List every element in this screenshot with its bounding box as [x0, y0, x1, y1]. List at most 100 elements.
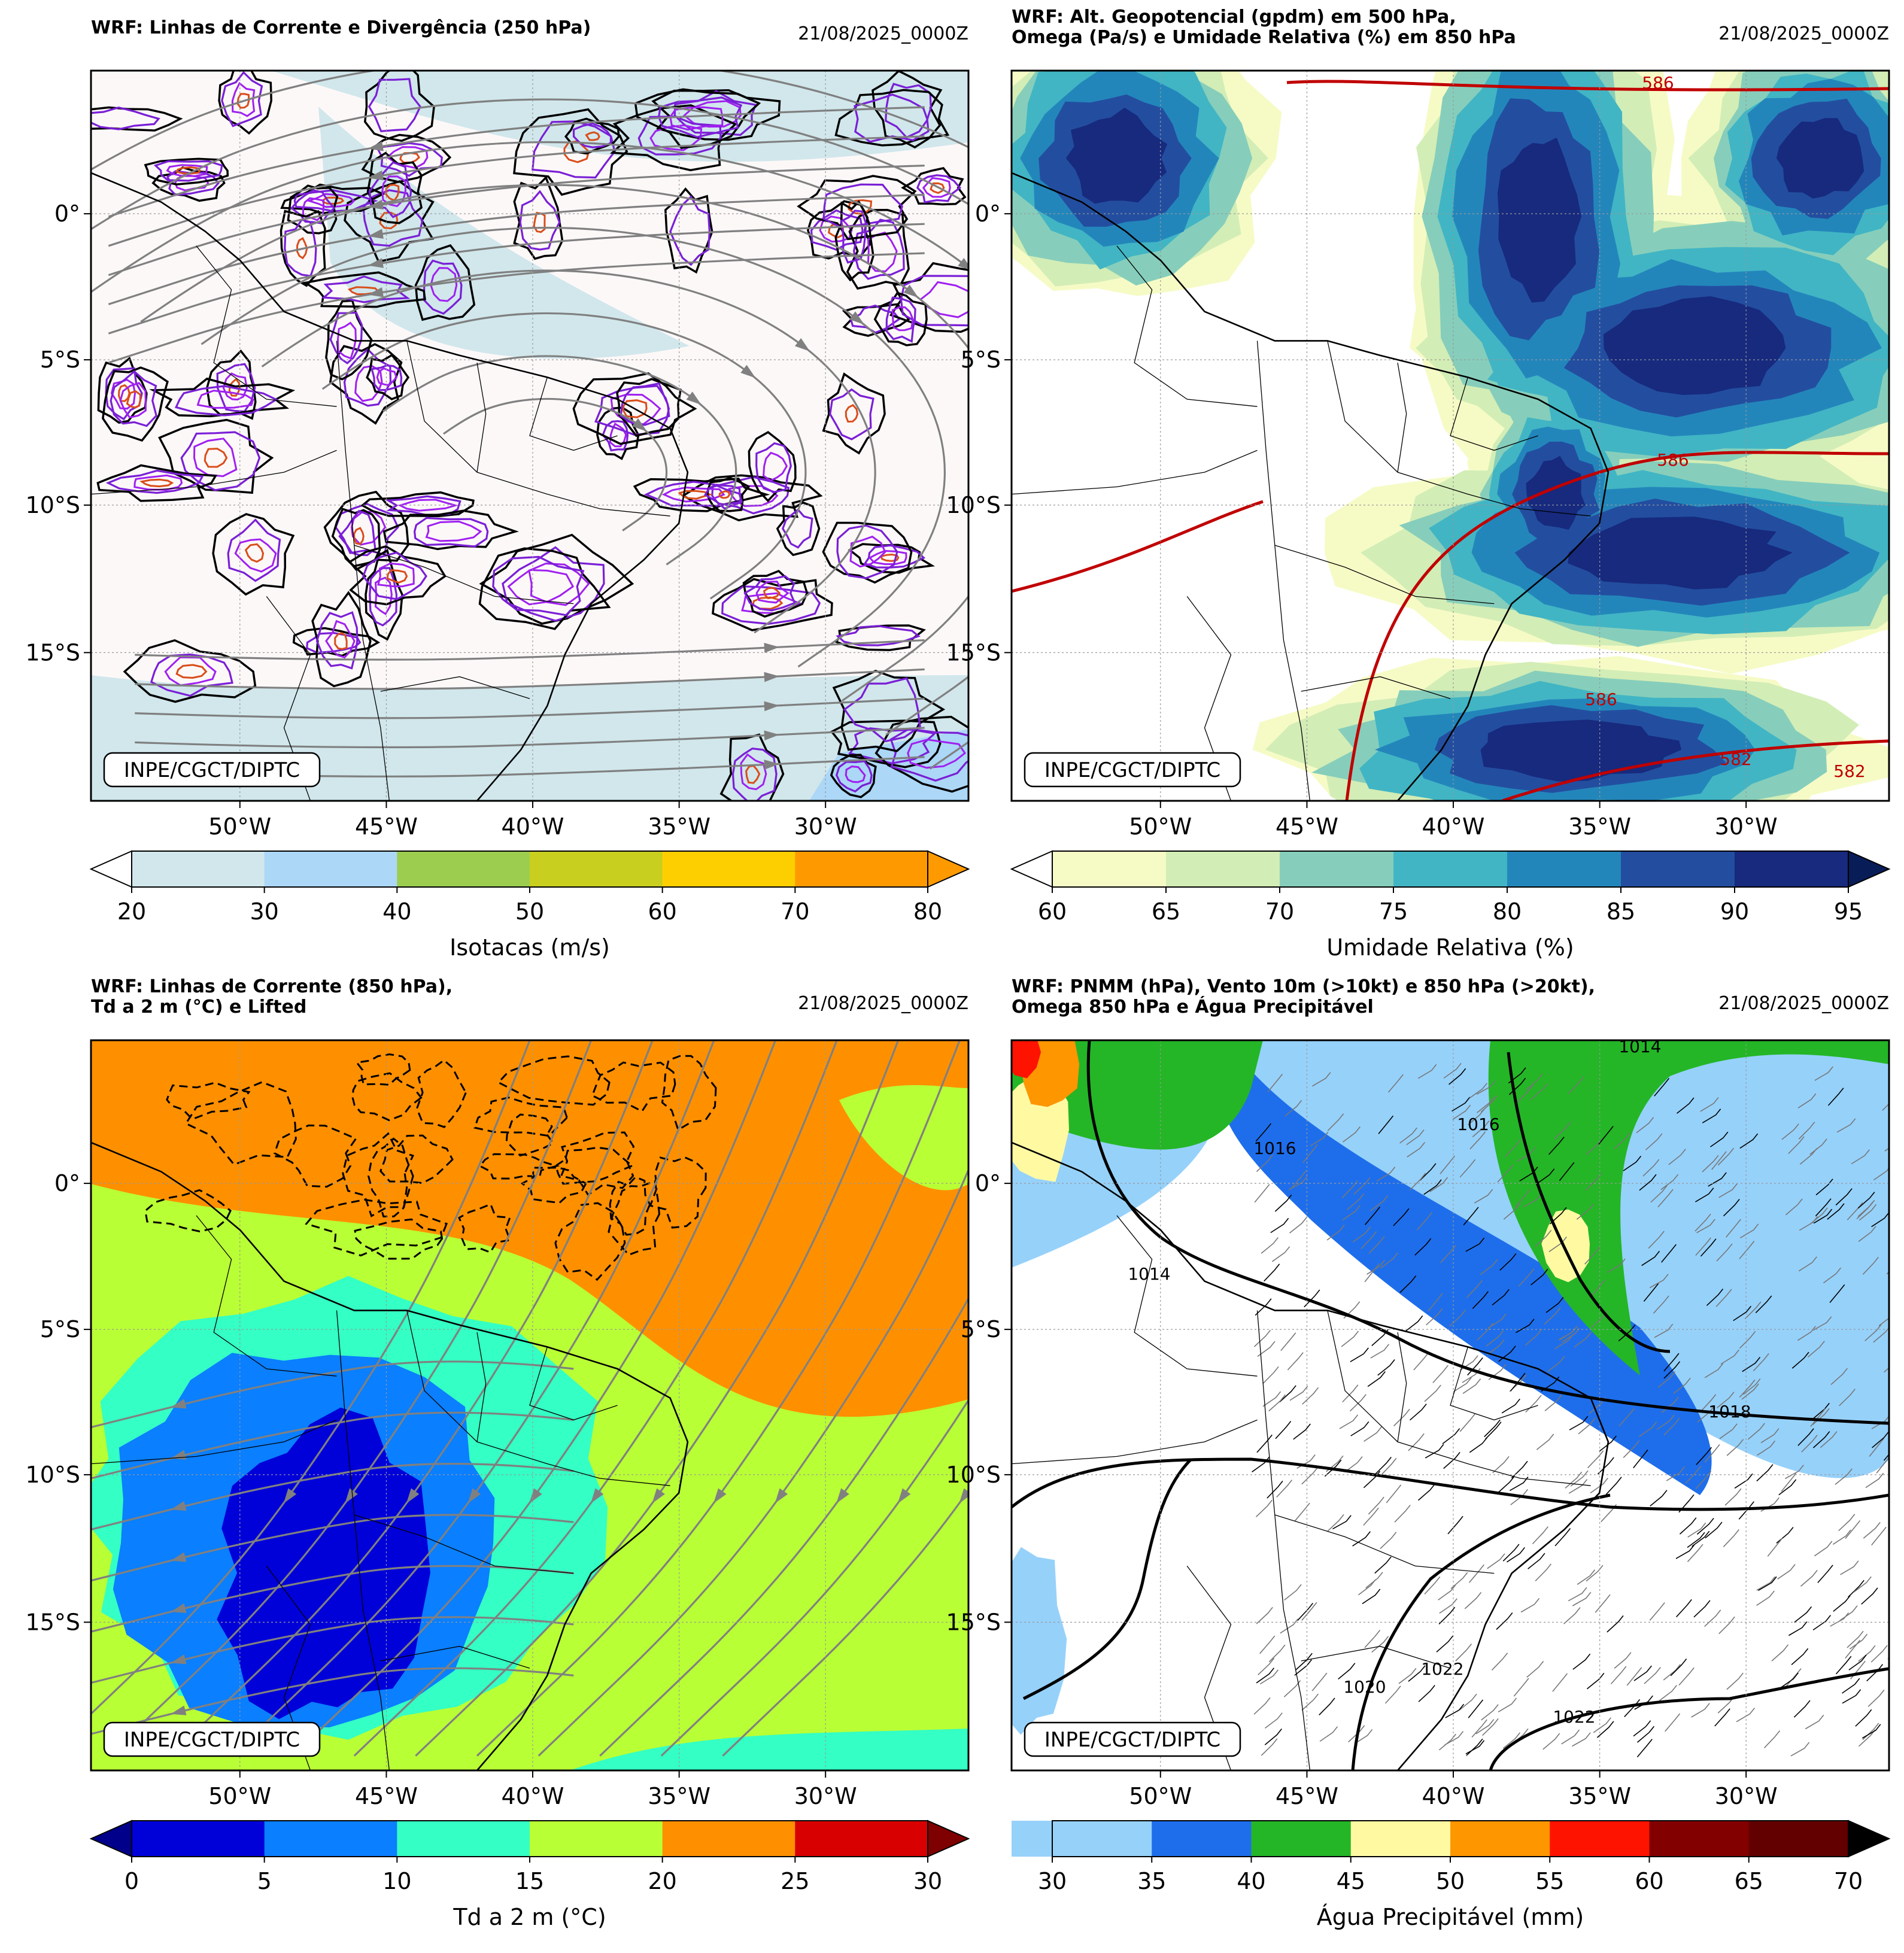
wind-barb [1817, 1565, 1833, 1583]
wind-barb [1366, 1259, 1386, 1275]
wind-barb [1810, 1408, 1826, 1427]
wind-barb [1267, 1074, 1283, 1093]
panel-p4: 1014 1014 1016 1016 1018 1020 1022 1022 50°W 45°W… [946, 976, 1891, 1930]
colorbar-tick-label: 20 [648, 1868, 676, 1894]
wind-barb [1649, 1602, 1665, 1621]
pw-fill [1217, 1040, 1712, 1495]
colorbar-tick-label: 35 [1137, 1868, 1166, 1894]
wind-barb [1695, 1237, 1711, 1256]
wind-barb [1408, 1665, 1426, 1682]
divergence-contour [175, 664, 208, 679]
divergence-contour [302, 197, 325, 221]
colorbar-tick-label: 80 [913, 898, 942, 925]
wind-barb [1724, 1488, 1742, 1506]
dewpoint-fill [839, 1085, 968, 1190]
colorbar-start [1012, 1821, 1052, 1857]
state-border [1116, 245, 1258, 407]
wind-barb [1568, 1479, 1588, 1494]
wind-barb [1271, 1246, 1290, 1262]
wind-barb [1657, 1371, 1676, 1388]
wind-barb [1793, 1700, 1811, 1718]
streamline [476, 1040, 961, 1757]
wind-barb [1297, 1603, 1314, 1621]
streamline [353, 1040, 838, 1757]
divergence-contour [365, 548, 403, 641]
divergence-contour [868, 549, 907, 566]
wind-barb [1301, 1467, 1319, 1485]
wind-barb [1516, 1147, 1536, 1162]
wind-barb [1858, 1645, 1876, 1662]
humidity-fill [1568, 517, 1793, 590]
colorbar-segment [1166, 851, 1280, 887]
wind-barb [1424, 1384, 1441, 1402]
wind-barb [1675, 1544, 1695, 1559]
wind-barb [1687, 1544, 1703, 1562]
colorbar-tick-label: 65 [1152, 898, 1180, 925]
wind-barb [1405, 1315, 1423, 1332]
lon-tick-label: 50°W [208, 813, 271, 840]
wind-barb [1785, 1198, 1803, 1216]
streamline-arrow [171, 1399, 187, 1409]
streamline-arrow [713, 1488, 727, 1504]
wind-barb [1780, 1672, 1799, 1688]
wind-barb [1570, 1470, 1589, 1487]
wind-barb [1736, 1708, 1756, 1723]
wind-barb [1301, 1602, 1317, 1621]
wind-barb [1289, 1386, 1308, 1401]
colorbar-tick-label: 55 [1535, 1868, 1564, 1894]
wind-barb [1593, 1717, 1612, 1733]
wind-barb [1568, 1076, 1584, 1095]
wind-barb [1663, 1418, 1680, 1436]
dewpoint-fill [570, 1729, 968, 1770]
colorbar-under-triangle [1010, 850, 1053, 888]
colorbar-tick-label: 30 [1038, 1868, 1067, 1894]
wind-barb [1547, 1356, 1565, 1372]
wind-barb [1840, 1560, 1859, 1575]
wind-barb [1700, 1238, 1717, 1257]
divergence-contour [376, 367, 398, 387]
divergence-contour [513, 108, 628, 196]
lifted-index-contour [554, 1202, 626, 1281]
credit-label: INPE/CGCT/DIPTC [124, 1728, 300, 1752]
streamline [91, 98, 968, 770]
lat-tick-label: 10°S [946, 1462, 1001, 1488]
wind-barb [1633, 1720, 1651, 1737]
wind-barb [1572, 1732, 1591, 1747]
wind-barb [1814, 1066, 1833, 1081]
colorbar-segment [662, 1821, 795, 1857]
wind-barb [1468, 1564, 1484, 1583]
divergence-contour [166, 164, 208, 177]
wind-barb [1472, 1291, 1489, 1309]
divergence-contour [854, 93, 930, 143]
wind-barb [1498, 1476, 1515, 1493]
map-frame [90, 1039, 970, 1772]
wind-barb [1764, 1730, 1781, 1748]
wind-barb [1696, 1447, 1712, 1465]
colorbar-tick-label: 70 [1265, 898, 1294, 925]
wind-barb [1586, 1138, 1603, 1155]
lon-tick-label: 30°W [794, 813, 857, 840]
panel-timestamp: 21/08/2025_0000Z [1718, 23, 1889, 44]
wind-barb [1636, 1726, 1655, 1743]
wind-barb [1710, 1131, 1729, 1147]
wind-barb [1812, 1431, 1830, 1448]
wind-barb [1444, 1731, 1464, 1745]
divergence-contour [867, 231, 898, 272]
map-layer [91, 1040, 968, 1770]
divergence-contour [669, 195, 711, 266]
wind-barb [1715, 1289, 1732, 1307]
lon-tick-label: 35°W [1568, 1783, 1631, 1809]
streamline [135, 727, 925, 749]
wind-barb [1259, 1669, 1279, 1685]
wind-barb [1423, 1179, 1442, 1195]
wind-barb [1311, 1072, 1331, 1087]
divergence-contour [673, 90, 757, 136]
panel-title: Omega 850 hPa e Água Precipitável [1012, 996, 1374, 1017]
streamline [722, 1489, 968, 1757]
wind-barb [1797, 1326, 1816, 1341]
wind-barb [1438, 1584, 1456, 1600]
divergence-contour [338, 509, 376, 557]
panel-timestamp: 21/08/2025_0000Z [798, 23, 968, 44]
wind-barb [1642, 1159, 1660, 1177]
wind-barb [1455, 1644, 1472, 1662]
